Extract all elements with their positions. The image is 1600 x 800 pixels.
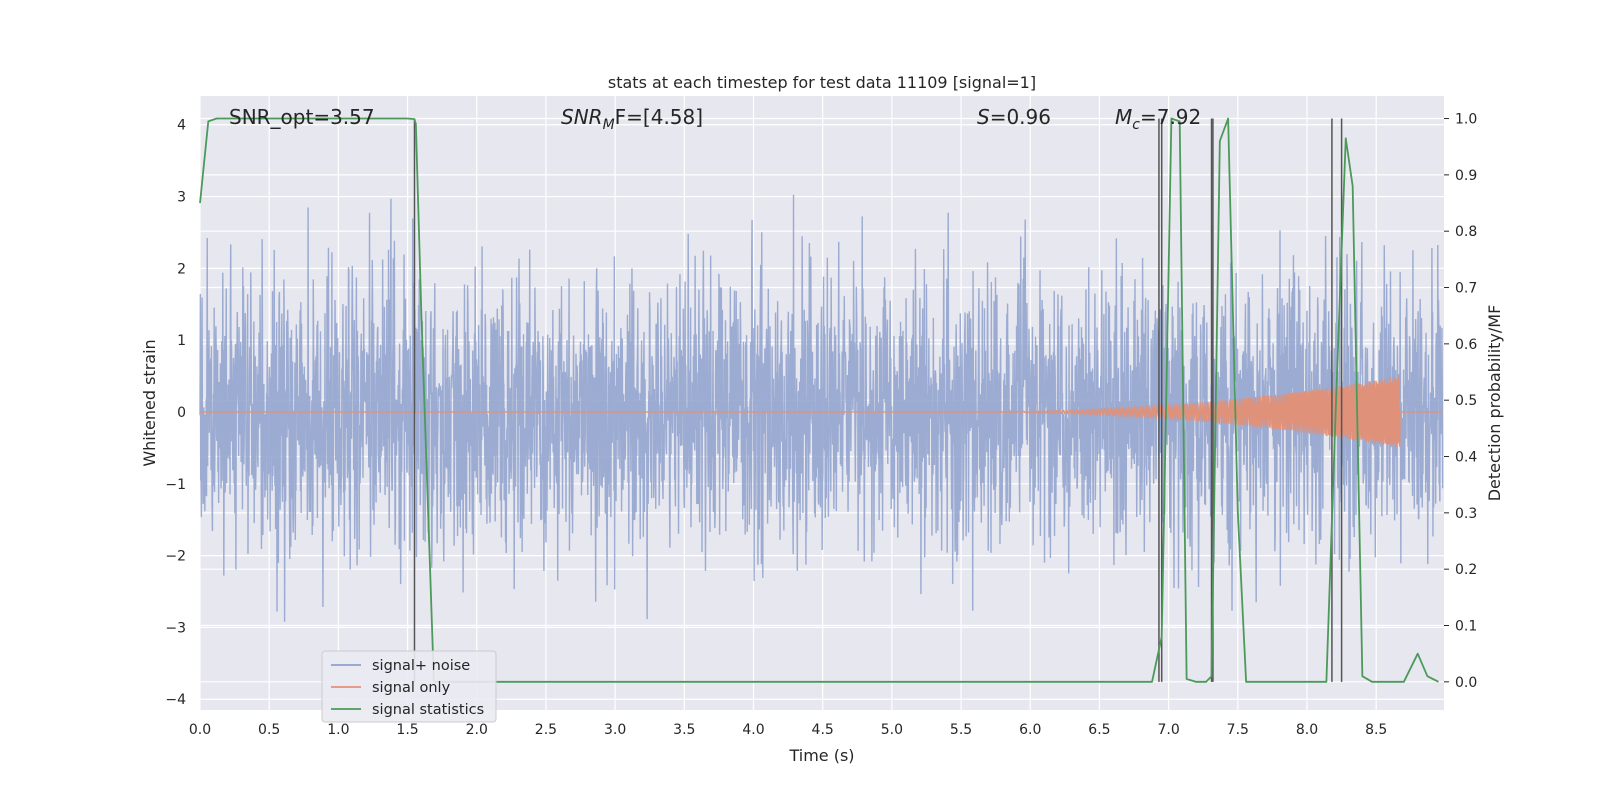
x-tick-label-11: 5.5 [950, 722, 972, 738]
snr-mf-value: F=[4.58] [615, 105, 703, 129]
y-right-tick-label-9: 0.1 [1455, 619, 1477, 635]
y-left-tick-label-8: −4 [165, 692, 186, 708]
signal-statistics-series [199, 117, 1439, 683]
x-tick-label-2: 1.0 [327, 722, 349, 738]
x-axis-label: Time (s) [788, 746, 854, 765]
mc-value: =7.92 [1140, 105, 1201, 129]
legend-label-signal-statistics: signal statistics [372, 702, 484, 718]
x-tick-label-6: 3.0 [604, 722, 626, 738]
y-right-tick-label-2: 0.8 [1455, 224, 1477, 240]
mc-subscript: c [1132, 117, 1140, 133]
chart-title: stats at each timestep for test data 111… [608, 73, 1036, 92]
y-right-tick-label-0: 1.0 [1455, 112, 1477, 128]
y-right-tick-label-3: 0.7 [1455, 281, 1477, 297]
mc-annotation: Mc=7.92 [1115, 105, 1201, 133]
snr-opt-annotation: SNR_opt=3.57 [229, 105, 375, 129]
y-right-tick-label-10: 0.0 [1455, 675, 1477, 691]
signal-noise-line [199, 194, 1444, 622]
legend-label-signal-only: signal only [372, 680, 451, 696]
x-tick-label-10: 5.0 [881, 722, 903, 738]
y-right-tick-label-8: 0.2 [1455, 562, 1477, 578]
mc-base: M [1115, 105, 1132, 129]
y-right-tick-label-5: 0.5 [1455, 393, 1477, 409]
x-tick-label-3: 1.5 [396, 722, 418, 738]
y-left-tick-label-4: 0 [177, 405, 186, 421]
y-left-tick-label-2: 2 [177, 261, 186, 277]
y-left-tick-label-0: 4 [177, 118, 186, 134]
y-left-tick-label-6: −2 [165, 549, 186, 565]
s-base: S [977, 105, 990, 129]
y-left-tick-label-1: 3 [177, 190, 186, 206]
snr-mf-base: SNR [561, 105, 603, 129]
legend: signal+ noise signal only signal statist… [321, 650, 497, 723]
snr-mf-subscript: M [603, 117, 615, 133]
x-tick-label-4: 2.0 [466, 722, 488, 738]
legend-label-signal-noise: signal+ noise [372, 658, 470, 674]
s-value: =0.96 [990, 105, 1051, 129]
x-tick-label-8: 4.0 [742, 722, 764, 738]
x-axis-ticks: 0.0 0.5 1.0 1.5 2.0 2.5 3.0 3.5 4.0 4.5 5.0 5.5 6.0 6… [189, 722, 1387, 738]
left-y-axis-label: Whitened strain [140, 339, 159, 466]
y-right-tick-label-4: 0.6 [1455, 337, 1477, 353]
y-left-tick-label-7: −3 [165, 620, 186, 636]
left-y-axis-ticks: 4 3 2 1 0 −1 −2 −3 −4 [165, 118, 186, 709]
right-y-axis-label: Detection probability/MF [1485, 305, 1504, 502]
x-tick-label-0: 0.0 [189, 722, 211, 738]
y-right-tick-label-1: 0.9 [1455, 168, 1477, 184]
x-tick-label-12: 6.0 [1019, 722, 1041, 738]
y-right-tick-label-6: 0.4 [1455, 450, 1477, 466]
y-left-tick-label-3: 1 [177, 333, 186, 349]
legend-box [321, 650, 497, 723]
x-tick-label-14: 7.0 [1157, 722, 1179, 738]
x-tick-label-7: 3.5 [673, 722, 695, 738]
x-tick-label-15: 7.5 [1227, 722, 1249, 738]
snr-mf-annotation: SNRMF=[4.58] [561, 105, 703, 133]
x-tick-label-9: 4.5 [812, 722, 834, 738]
signal-noise-series [199, 194, 1444, 622]
y-right-tick-label-7: 0.3 [1455, 506, 1477, 522]
x-tick-label-17: 8.5 [1365, 722, 1387, 738]
y-left-tick-label-5: −1 [165, 477, 186, 493]
x-tick-label-1: 0.5 [258, 722, 280, 738]
signal-statistics-line [199, 117, 1439, 683]
x-tick-label-13: 6.5 [1088, 722, 1110, 738]
x-tick-label-5: 2.5 [535, 722, 557, 738]
x-tick-label-16: 8.0 [1296, 722, 1318, 738]
right-y-axis-ticks: 1.0 0.9 0.8 0.7 0.6 0.5 0.4 0.3 0.2 0.1 0.0 [1444, 112, 1477, 691]
s-annotation: S=0.96 [977, 105, 1051, 129]
